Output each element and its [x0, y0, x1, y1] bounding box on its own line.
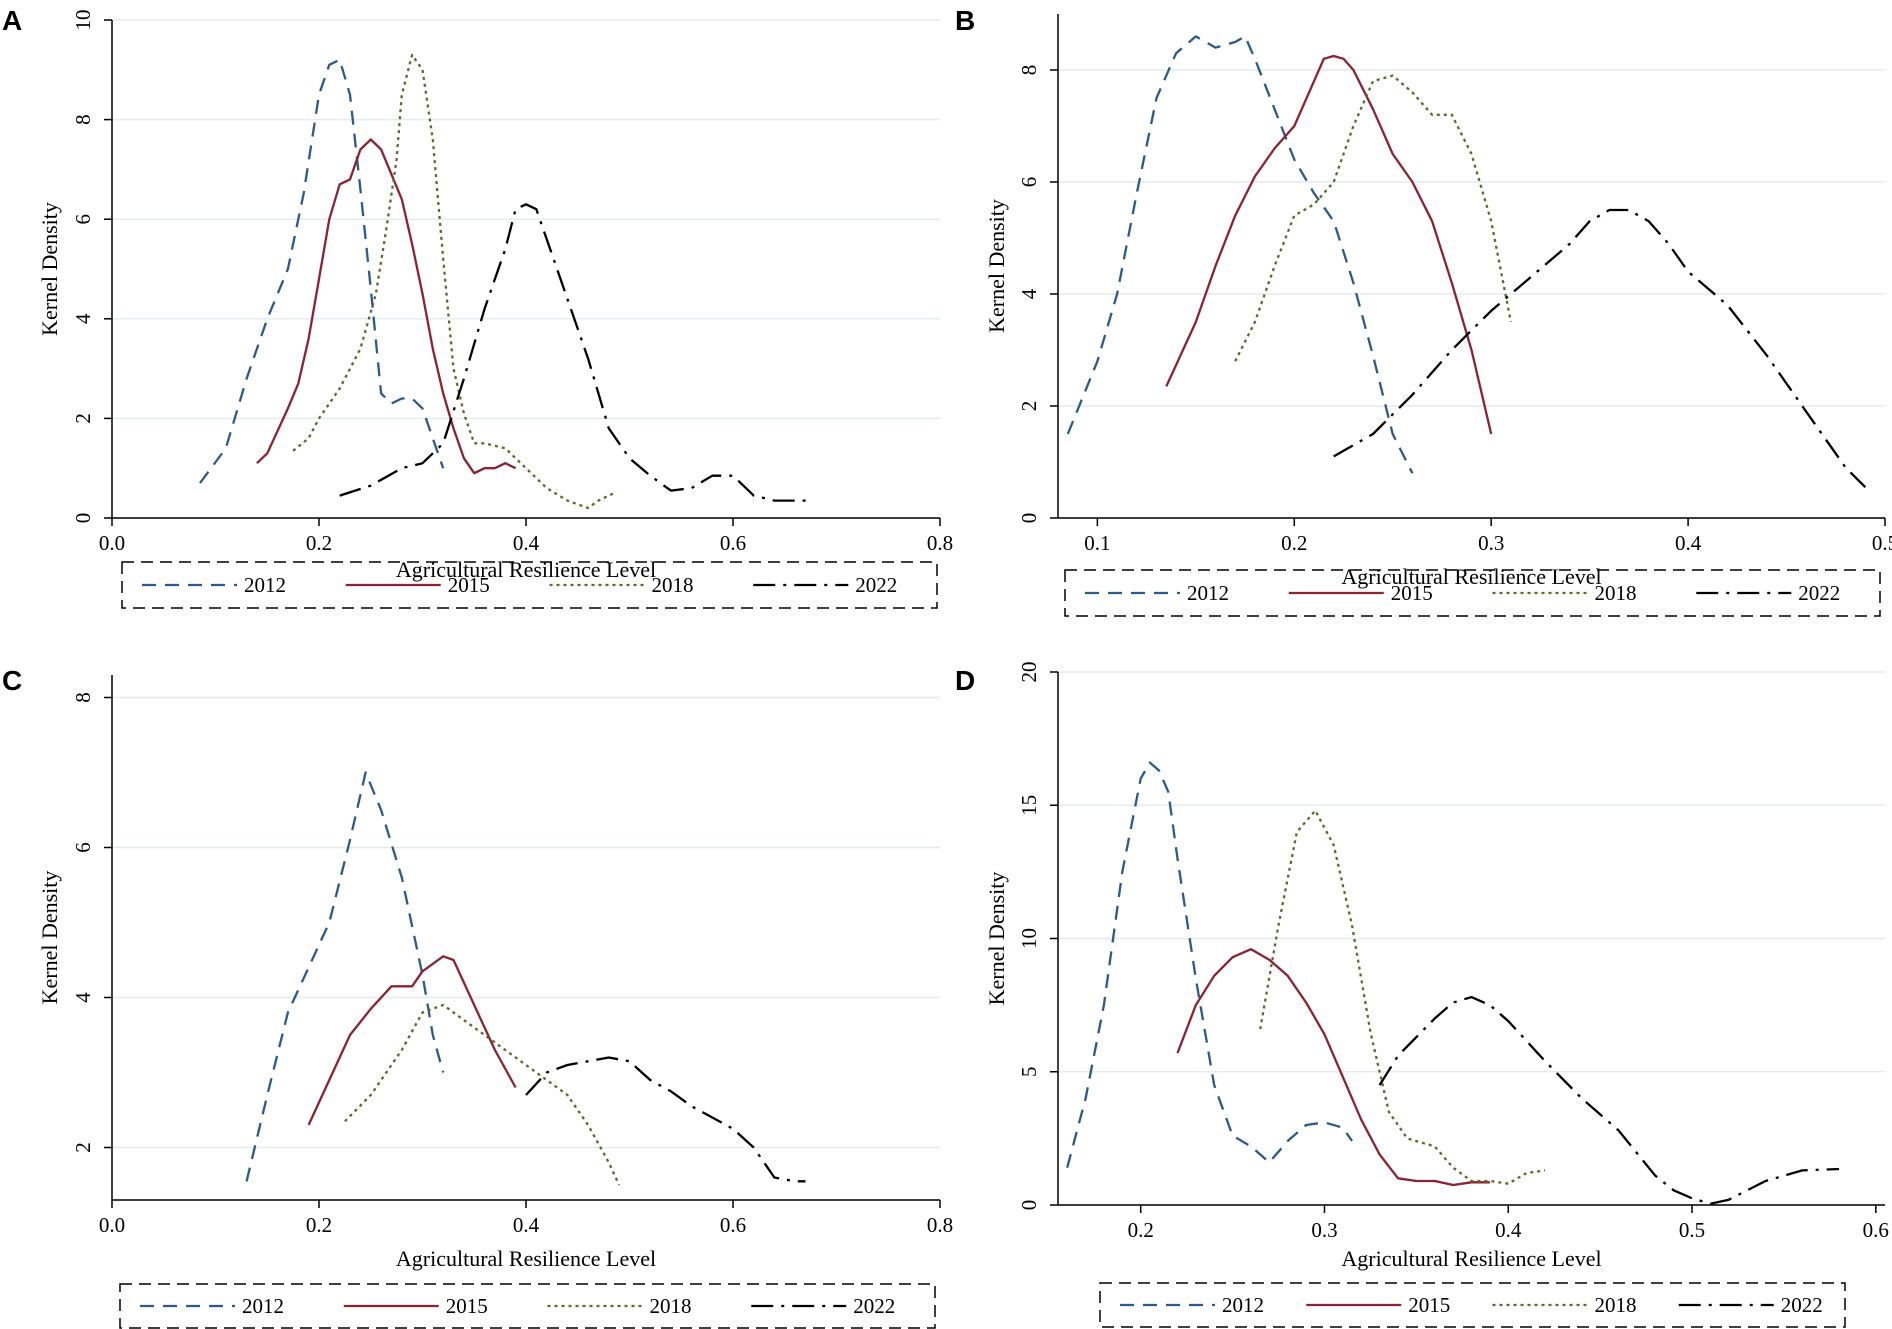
- x-tick-label: 0.3: [1478, 531, 1504, 555]
- y-tick-label: 4: [1017, 288, 1041, 299]
- y-tick-label: 10: [1017, 928, 1041, 949]
- y-tick-label: 2: [71, 1142, 95, 1153]
- x-tick-label: 0.6: [720, 1213, 746, 1237]
- x-tick-label: 0.2: [1281, 531, 1307, 555]
- x-tick-label: 0.1: [1084, 531, 1110, 555]
- y-tick-label: 8: [71, 692, 95, 703]
- y-tick-label: 2: [71, 413, 95, 424]
- y-tick-label: 5: [1017, 1067, 1041, 1078]
- x-tick-label: 0.0: [99, 1213, 125, 1237]
- x-tick-label: 0.4: [1675, 531, 1702, 555]
- series-line-2022: [339, 203, 811, 502]
- x-axis-title: Agricultural Resilience Level: [1341, 564, 1601, 589]
- series-line-2018: [292, 53, 615, 510]
- x-tick-label: 0.8: [927, 531, 953, 555]
- x-tick-label: 0.5: [1679, 1218, 1705, 1242]
- y-tick-label: 6: [71, 214, 95, 225]
- panel-letter: A: [2, 5, 22, 36]
- legend-label-2015: 2015: [448, 573, 490, 597]
- legend-label-2015: 2015: [1408, 1293, 1450, 1317]
- series-line-2015: [1165, 54, 1493, 435]
- y-tick-label: 0: [71, 513, 95, 524]
- y-tick-label: 10: [71, 10, 95, 31]
- legend-box: [1099, 1282, 1846, 1328]
- series-line-2015: [256, 138, 517, 475]
- x-tick-label: 0.8: [927, 1213, 953, 1237]
- y-tick-label: 0: [1017, 1200, 1041, 1211]
- legend-label-2022: 2022: [855, 573, 897, 597]
- x-tick-label: 0.4: [513, 531, 540, 555]
- legend-label-2022: 2022: [1798, 581, 1840, 605]
- legend-label-2012: 2012: [244, 573, 286, 597]
- series-line-2012: [1066, 35, 1414, 474]
- y-tick-label: 4: [71, 313, 95, 324]
- x-tick-label: 0.4: [1495, 1218, 1522, 1242]
- panel-letter: C: [2, 665, 22, 696]
- legend-label-2018: 2018: [652, 573, 694, 597]
- y-tick-label: 8: [1017, 65, 1041, 76]
- y-tick-label: 6: [1017, 177, 1041, 188]
- y-axis-title: Kernel Density: [37, 871, 62, 1005]
- x-tick-label: 0.5: [1872, 531, 1892, 555]
- x-tick-label: 0.2: [306, 531, 332, 555]
- panel-d: D 0 5 10 15 20 0.2 0.3 0.4 0.5 0.6 Agricultural Res…: [955, 662, 1889, 1328]
- series-line-2022: [525, 1056, 806, 1183]
- x-tick-label: 0.2: [306, 1213, 332, 1237]
- series-line-2012: [199, 58, 445, 484]
- legend-label-2012: 2012: [242, 1294, 284, 1318]
- legend-label-2022: 2022: [1781, 1293, 1823, 1317]
- x-axis-title: Agricultural Resilience Level: [396, 557, 656, 582]
- legend-box: [119, 1283, 936, 1329]
- x-tick-label: 0.6: [1863, 1218, 1889, 1242]
- series-line-2022: [1333, 208, 1867, 489]
- x-axis-title: Agricultural Resilience Level: [396, 1246, 656, 1271]
- panel-b: B 0 2 4 6 8 0.1 0.2 0.3 0.4 0.5 Agricultural Resili…: [955, 5, 1892, 617]
- y-tick-label: 15: [1017, 795, 1041, 816]
- legend-box: [121, 561, 938, 609]
- x-tick-label: 0.6: [720, 531, 746, 555]
- panel-a: A 0 2 4 6 8 10 0.0 0.2 0.4 0.6 0.8 Agricultural Resi…: [2, 5, 953, 609]
- y-axis-title: Kernel Density: [984, 199, 1009, 333]
- legend-label-2018: 2018: [1595, 1293, 1637, 1317]
- legend-label-2018: 2018: [1595, 581, 1637, 605]
- series-line-2018: [344, 1003, 621, 1186]
- panel-c: C 2 4 6 8 0.0 0.2 0.4 0.6 0.8 Agricultural Resilie…: [2, 665, 953, 1329]
- series-line-2015: [307, 955, 517, 1126]
- x-tick-label: 0.2: [1128, 1218, 1154, 1242]
- series-line-2012: [245, 771, 445, 1182]
- legend-label-2015: 2015: [1391, 581, 1433, 605]
- series-line-2018: [1234, 74, 1513, 362]
- series-line-2018: [1259, 809, 1546, 1185]
- series-line-2022: [1378, 995, 1840, 1205]
- y-tick-label: 2: [1017, 401, 1041, 412]
- x-tick-label: 0.3: [1311, 1218, 1337, 1242]
- x-axis-title: Agricultural Resilience Level: [1341, 1246, 1601, 1271]
- y-axis-title: Kernel Density: [37, 202, 62, 336]
- y-tick-label: 6: [71, 842, 95, 853]
- legend-label-2012: 2012: [1222, 1293, 1264, 1317]
- panel-letter: D: [955, 665, 975, 696]
- y-tick-label: 0: [1017, 513, 1041, 524]
- legend-label-2012: 2012: [1187, 581, 1229, 605]
- panel-letter: B: [955, 5, 975, 36]
- y-tick-label: 20: [1017, 662, 1041, 683]
- legend-label-2015: 2015: [446, 1294, 488, 1318]
- legend-label-2022: 2022: [853, 1294, 895, 1318]
- series-line-2012: [1066, 761, 1353, 1168]
- x-tick-label: 0.4: [513, 1213, 540, 1237]
- y-tick-label: 8: [71, 114, 95, 125]
- y-tick-label: 4: [71, 992, 95, 1003]
- series-line-2015: [1176, 948, 1490, 1187]
- x-tick-label: 0.0: [99, 531, 125, 555]
- legend-box: [1064, 569, 1881, 617]
- legend-label-2018: 2018: [650, 1294, 692, 1318]
- y-axis-title: Kernel Density: [984, 872, 1009, 1006]
